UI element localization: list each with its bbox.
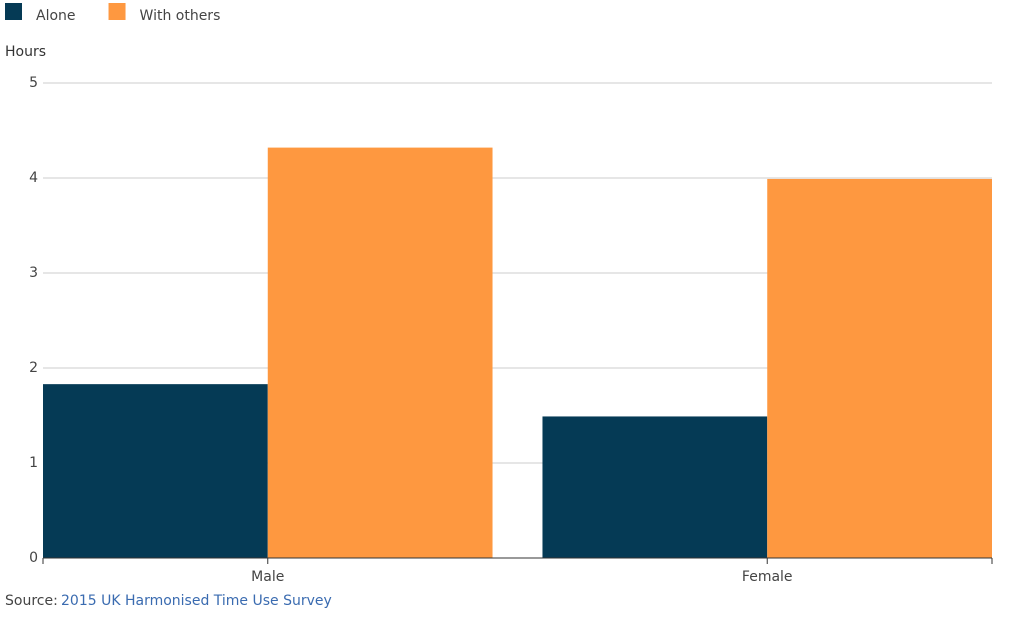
x-tick-label: Female — [742, 569, 793, 585]
bar — [43, 384, 268, 558]
y-tick-label: 3 — [29, 265, 38, 281]
legend-swatch — [108, 3, 126, 20]
x-tick-label: Male — [251, 569, 284, 585]
bar — [267, 147, 493, 558]
legend-label: Alone — [36, 8, 76, 24]
legend-swatch — [5, 3, 22, 20]
bar — [767, 178, 992, 558]
y-tick-label: 5 — [29, 75, 38, 91]
y-tick-label: 2 — [29, 360, 38, 376]
y-tick-label: 1 — [29, 455, 38, 471]
source-link[interactable]: 2015 UK Harmonised Time Use Survey — [61, 593, 332, 609]
legend-label: With others — [140, 8, 221, 24]
source-label: Source: — [5, 593, 58, 609]
y-tick-label: 0 — [29, 550, 38, 566]
y-axis-label: Hours — [5, 44, 46, 60]
bar — [542, 416, 768, 558]
y-tick-label: 4 — [29, 170, 38, 186]
